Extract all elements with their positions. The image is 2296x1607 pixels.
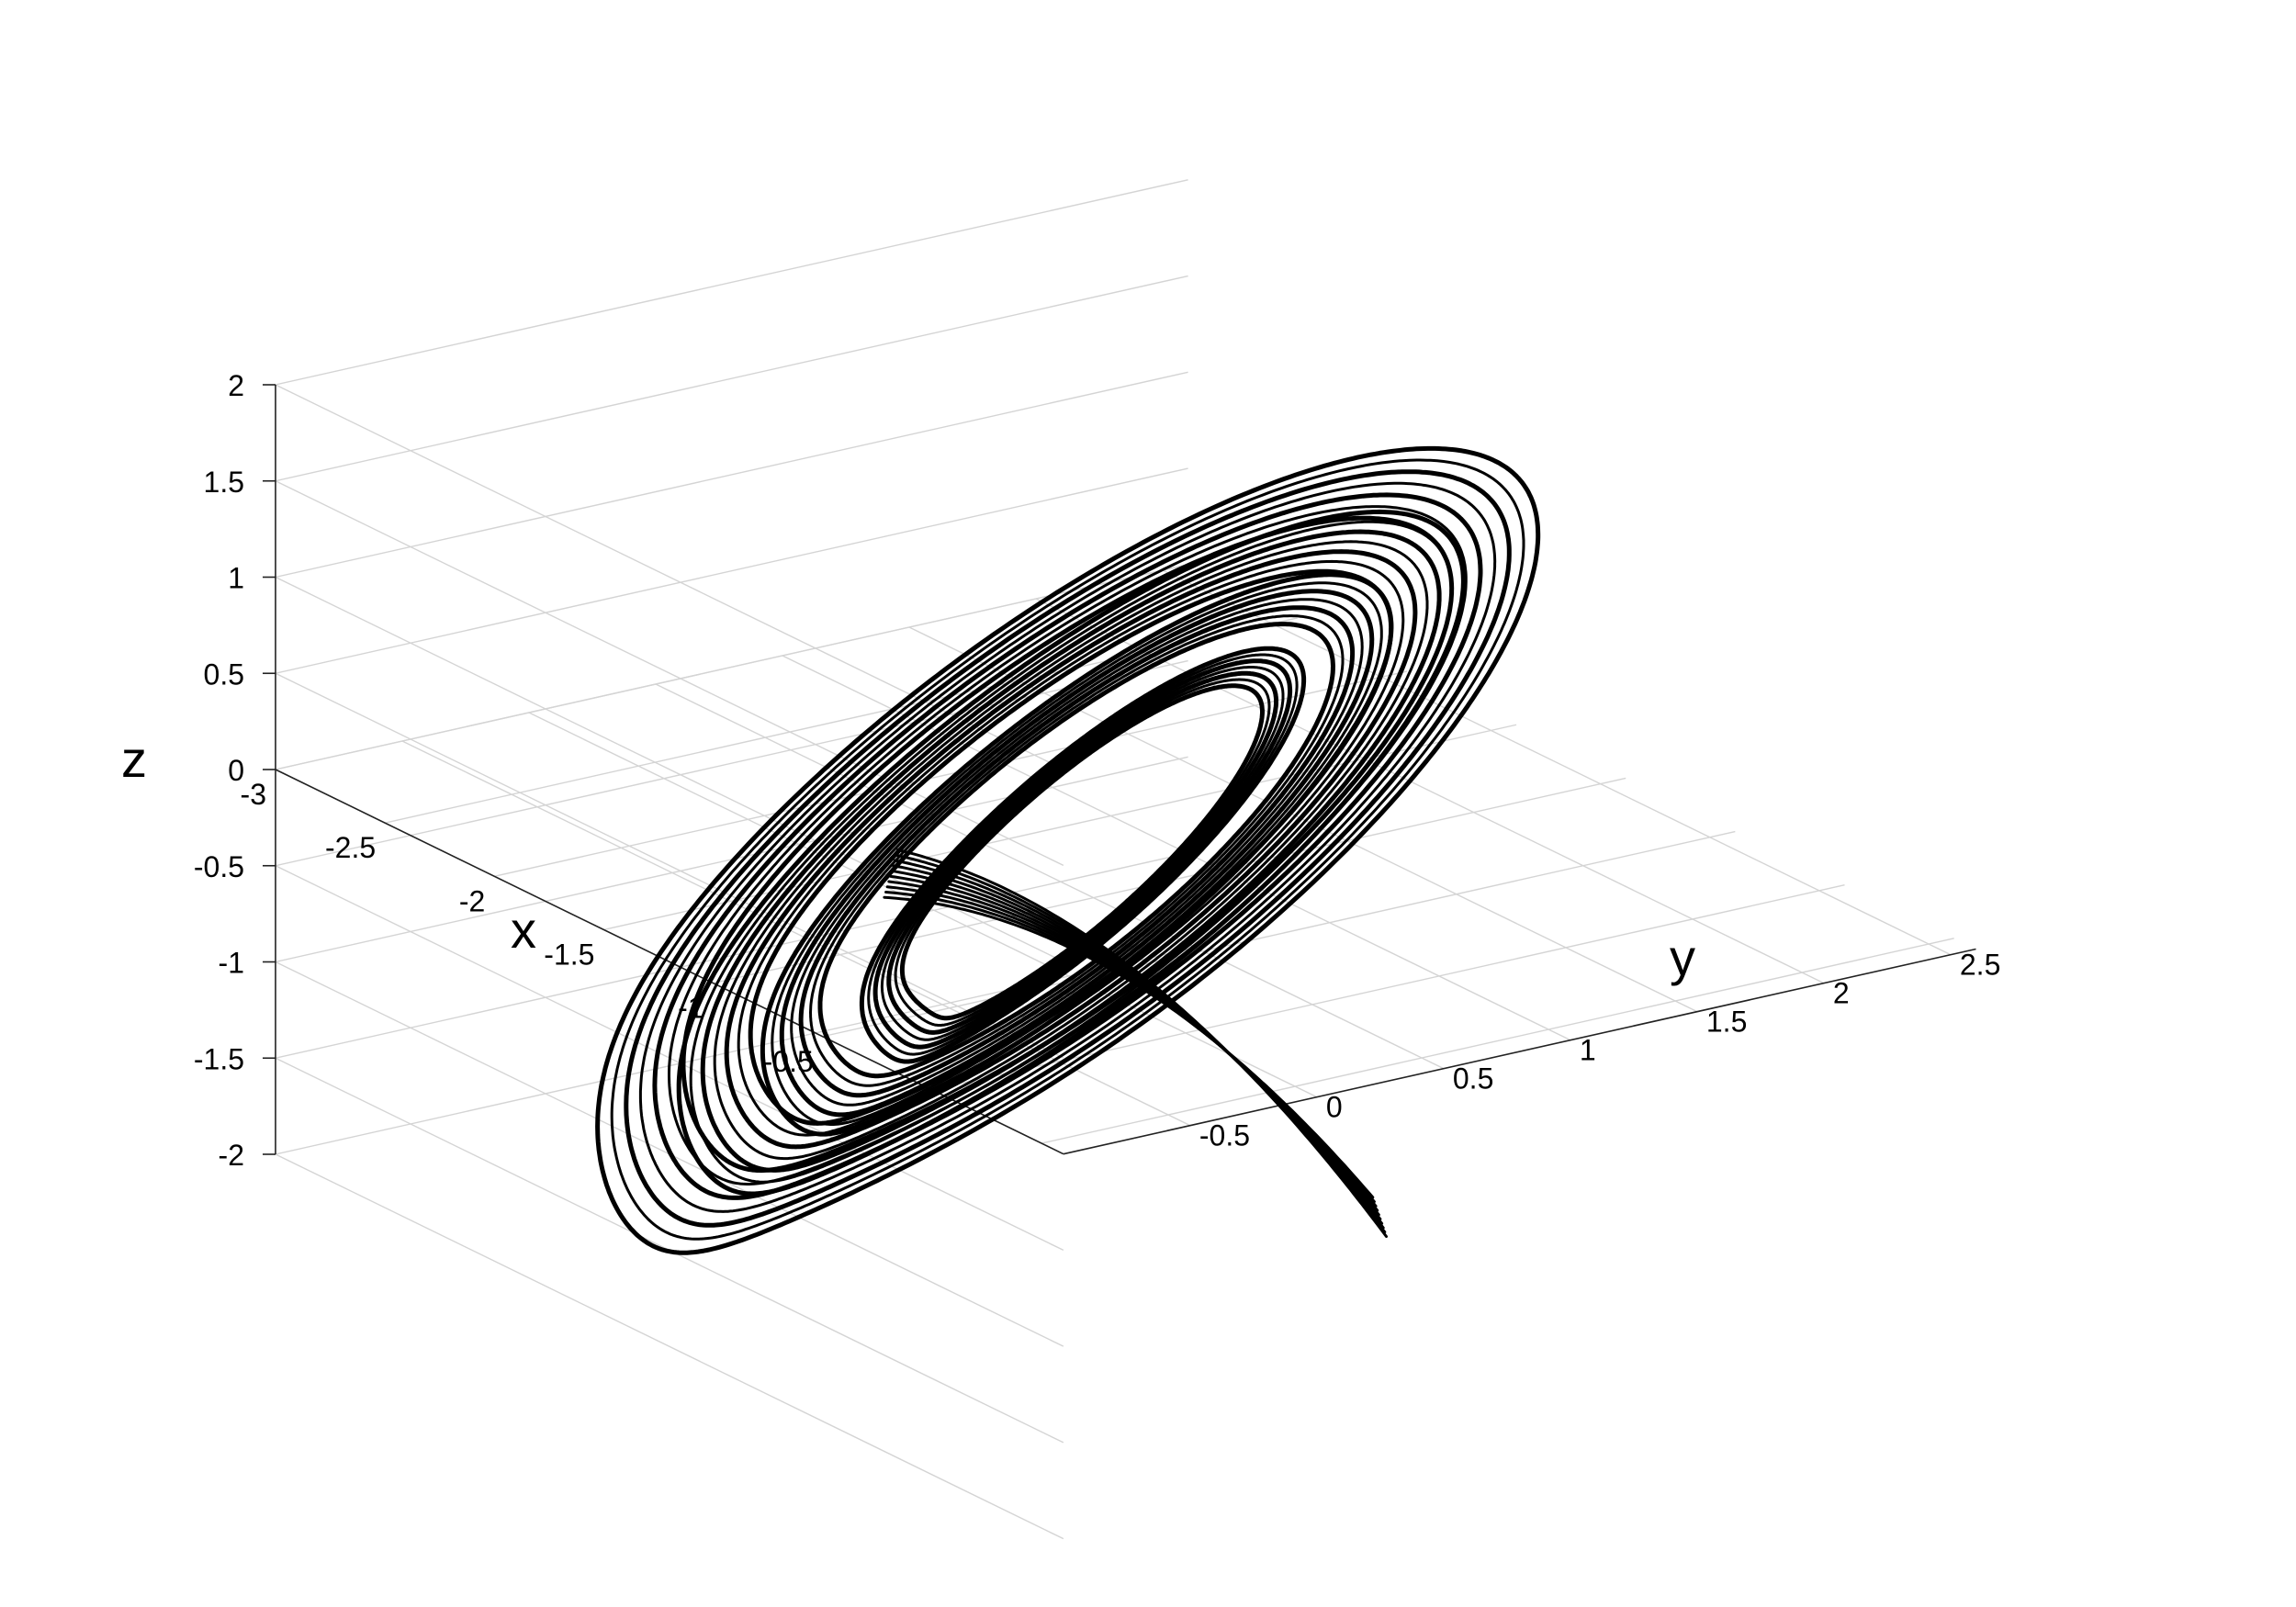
- trajectory-loop: [790, 598, 1364, 1107]
- trajectory-loop: [899, 683, 1265, 1021]
- z-tick-label: 0.5: [204, 657, 244, 691]
- trajectory-loop: [624, 469, 1512, 1228]
- x-tick-label: -1.5: [544, 938, 594, 971]
- grid-line: [384, 617, 1298, 824]
- trajectory-loop: [894, 678, 1271, 1027]
- trajectory-loop: [638, 481, 1497, 1213]
- x-tick-label: -2.5: [325, 831, 376, 864]
- z-tick-label: -2: [219, 1139, 244, 1172]
- trajectory-loop: [817, 622, 1335, 1079]
- z-tick-label: -1: [219, 947, 244, 980]
- grid-line: [1162, 569, 1952, 956]
- attractor-trajectory: [595, 445, 1541, 1255]
- x-tick-label: -3: [241, 778, 266, 811]
- z-axis-label: z: [121, 730, 147, 788]
- grid-line: [782, 655, 1571, 1041]
- y-tick-label: 2: [1833, 977, 1850, 1010]
- trajectory-loop: [689, 520, 1453, 1184]
- y-tick-label: 1.5: [1706, 1006, 1747, 1039]
- z-tick-label: 1: [228, 562, 244, 595]
- grid-line: [1041, 938, 1954, 1144]
- z-tick-label: 0: [228, 754, 244, 787]
- trajectory-loop: [713, 540, 1429, 1161]
- y-axis-line: [1063, 948, 1976, 1155]
- z-tick-label: -1.5: [194, 1042, 244, 1075]
- trajectory-loop: [610, 458, 1525, 1241]
- z-tick-label: -0.5: [194, 850, 244, 883]
- trajectory-loop: [880, 666, 1285, 1041]
- trajectory-loop: [676, 509, 1466, 1197]
- y-tick-label: 0: [1326, 1091, 1343, 1124]
- trajectory-funnel: [896, 848, 1388, 1238]
- z-tick-label: 2: [228, 369, 244, 402]
- grid-line: [655, 683, 1445, 1070]
- grid: [273, 179, 1954, 1540]
- grid-line: [401, 740, 1191, 1127]
- y-tick-label: 0.5: [1453, 1062, 1493, 1096]
- trajectory-loop: [700, 529, 1442, 1173]
- tick-labels: 2 1.5 1 0.5 0 -0.5 -1 -1.5 -2 -3 -2.5 -2 -1.5 -1 -0.5 -…: [194, 369, 2001, 1172]
- trajectory-loop: [595, 445, 1541, 1255]
- x-axis-label: x: [511, 901, 536, 959]
- trajectory-loop: [724, 549, 1418, 1150]
- y-tick-label: 1: [1580, 1034, 1596, 1067]
- grid-line: [1035, 598, 1825, 984]
- trajectory-loop: [779, 589, 1375, 1118]
- z-tick-label: 1.5: [204, 466, 244, 499]
- trajectory-loop: [798, 605, 1356, 1098]
- x-tick-label: -2: [459, 884, 485, 917]
- trajectory-loop: [771, 581, 1383, 1126]
- y-tick-label: -0.5: [1199, 1119, 1250, 1152]
- x-tick-label: -1: [678, 992, 703, 1025]
- y-axis-label: y: [1670, 928, 1695, 986]
- trajectory-loop: [859, 646, 1307, 1064]
- x-tick-label: -0.5: [763, 1045, 814, 1078]
- axis-labels: z x y: [121, 730, 1695, 986]
- trajectory-loop: [760, 572, 1394, 1137]
- y-tick-label: 2.5: [1960, 949, 2000, 982]
